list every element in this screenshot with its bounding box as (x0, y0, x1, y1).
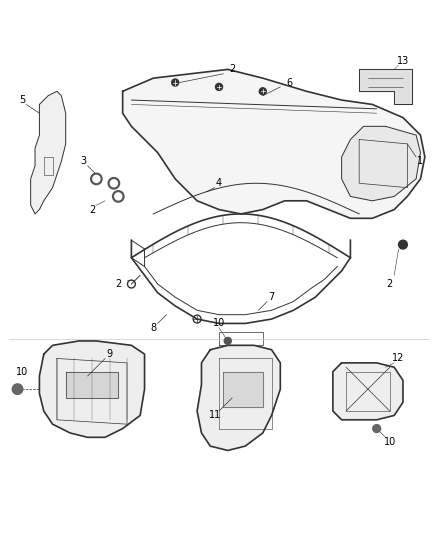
Text: 2: 2 (115, 279, 121, 289)
Circle shape (113, 191, 124, 202)
Circle shape (215, 84, 223, 91)
Circle shape (93, 175, 100, 182)
Text: 3: 3 (80, 156, 86, 166)
Text: 4: 4 (216, 178, 222, 188)
Text: 11: 11 (208, 410, 221, 421)
Text: 1: 1 (417, 156, 424, 166)
Circle shape (172, 79, 179, 86)
Text: 10: 10 (213, 318, 225, 328)
Polygon shape (359, 69, 412, 104)
Text: 6: 6 (286, 77, 292, 87)
Circle shape (12, 384, 23, 394)
Circle shape (108, 177, 120, 189)
Text: 2: 2 (229, 64, 235, 75)
Circle shape (224, 337, 231, 344)
Text: 7: 7 (268, 292, 275, 302)
Polygon shape (123, 69, 425, 219)
Polygon shape (66, 372, 118, 398)
Polygon shape (31, 91, 66, 214)
Text: 13: 13 (397, 55, 409, 66)
Text: 10: 10 (16, 367, 28, 377)
Polygon shape (39, 341, 145, 437)
Text: 2: 2 (89, 205, 95, 215)
Text: 5: 5 (19, 95, 25, 105)
Circle shape (110, 180, 117, 187)
Polygon shape (333, 363, 403, 420)
Circle shape (399, 240, 407, 249)
Text: 2: 2 (387, 279, 393, 289)
Circle shape (115, 193, 122, 200)
Text: 12: 12 (392, 353, 405, 364)
Polygon shape (223, 372, 263, 407)
Text: 8: 8 (150, 323, 156, 333)
Text: 9: 9 (106, 349, 113, 359)
Text: 10: 10 (384, 437, 396, 447)
Polygon shape (197, 345, 280, 450)
Circle shape (91, 173, 102, 184)
Circle shape (373, 425, 381, 432)
Polygon shape (342, 126, 420, 201)
Circle shape (259, 88, 266, 95)
